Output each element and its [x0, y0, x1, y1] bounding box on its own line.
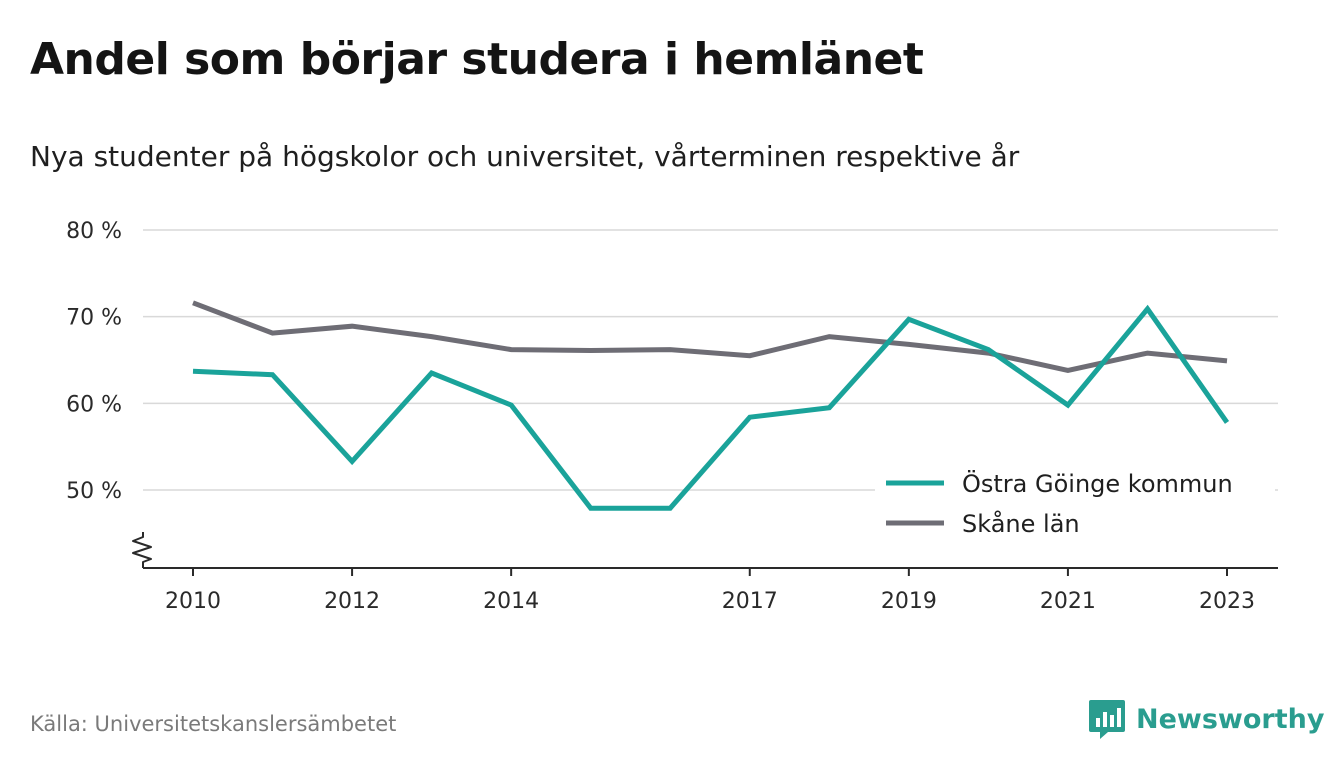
series-line-1: [192, 300, 1228, 373]
x-tick-label: 2021: [1040, 589, 1096, 614]
legend-label: Östra Göinge kommun: [962, 469, 1233, 498]
legend: Östra Göinge kommun Skåne län: [875, 458, 1275, 548]
legend-label: Skåne län: [962, 509, 1080, 538]
x-tick-label: 2012: [324, 589, 380, 614]
series-line-0: [192, 304, 1230, 511]
brand-logo: Newsworthy: [1088, 698, 1324, 740]
y-tick-label: 80 %: [66, 219, 122, 244]
y-tick-label: 60 %: [66, 392, 122, 417]
series-lines: [192, 300, 1230, 511]
y-tick-label: 50 %: [66, 479, 122, 504]
axes: 50 % 60 % 70 % 80 % 2010 2012 2014 2017 2019 2021…: [66, 219, 1278, 614]
x-tick-label: 2010: [165, 589, 221, 614]
y-tick-label: 70 %: [66, 306, 122, 331]
x-tick-label: 2017: [722, 589, 778, 614]
chart-title: Andel som börjar studera i hemlänet: [30, 34, 924, 85]
x-tick-label: 2019: [881, 589, 937, 614]
x-tick-label: 2014: [483, 589, 539, 614]
bar-chart-speech-bubble-icon: [1089, 700, 1125, 739]
brand-name: Newsworthy: [1136, 703, 1325, 735]
legend-background: [875, 458, 1275, 548]
chart-subtitle: Nya studenter på högskolor och universit…: [30, 140, 1020, 173]
y-axis-break: [132, 532, 152, 568]
source-note: Källa: Universitetskanslersämbetet: [30, 712, 397, 736]
x-tick-label: 2023: [1199, 589, 1255, 614]
